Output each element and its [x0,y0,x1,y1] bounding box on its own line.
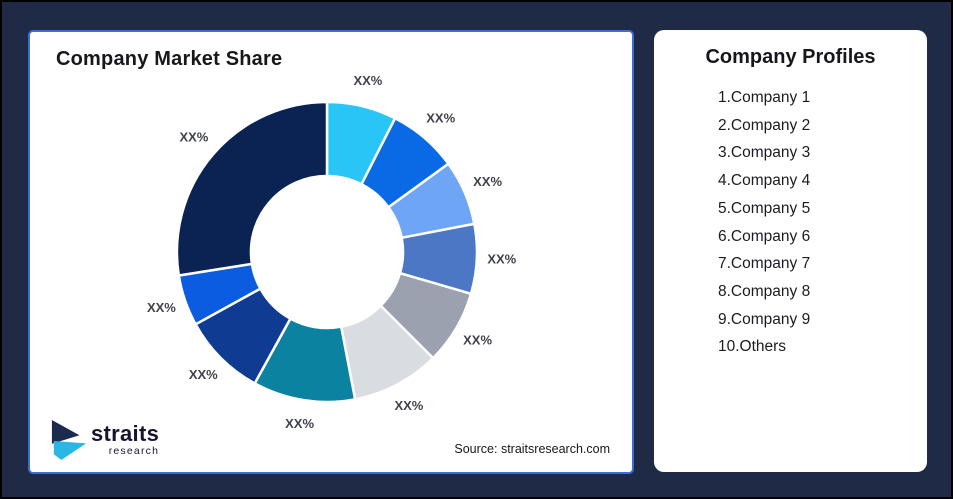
donut-slice-10 [175,100,329,277]
market-share-donut: XX% XX% XX% XX% XX% XX% XX% XX% XX% XX% [147,73,517,431]
logo-cyan-wedge [53,440,87,460]
slice-label-4: XX% [487,252,516,267]
profile-item-4: 4.Company 4 [718,172,811,190]
profile-item-6: 6.Company 6 [718,227,811,245]
logo-wordmark: straits research [91,421,160,458]
profile-item-3: 3.Company 3 [718,144,811,162]
source-attribution: Source: straitsresearch.com [454,442,610,456]
slice-label-10: XX% [179,130,208,145]
straits-logo-icon [51,420,87,460]
straits-research-logo: straits research [50,418,159,462]
profile-item-7: 7.Company 7 [718,255,811,273]
profile-item-5: 5.Company 5 [718,199,811,217]
profiles-title: Company Profiles [705,46,876,68]
slice-label-3: XX% [473,174,502,189]
profile-item-1: 1.Company 1 [718,89,811,106]
chart-title: Company Market Share [56,48,283,70]
profile-item-8: 8.Company 8 [718,282,811,300]
slice-label-2: XX% [426,110,455,125]
slice-label-6: XX% [394,398,423,413]
slice-label-8: XX% [189,367,218,382]
slice-label-1: XX% [353,73,382,88]
company-profiles-card: Company Profiles 1.Company 1 2.Company 2… [654,30,927,472]
logo-brand-text: straits [91,421,160,446]
logo-navy-wedge [51,420,80,444]
profile-item-9: 9.Company 9 [718,310,811,328]
profile-item-10: 10.Others [718,338,787,356]
logo-sub-text: research [108,445,160,457]
profiles-list: 1.Company 1 2.Company 2 3.Company 3 4.Co… [718,84,927,361]
slice-label-9: XX% [147,300,176,315]
profile-item-2: 2.Company 2 [718,116,811,134]
market-share-card: Company Market Share XX% XX% XX% XX% XX% XX% X… [28,30,634,474]
slice-label-5: XX% [463,333,492,348]
slice-label-7: XX% [285,416,314,431]
